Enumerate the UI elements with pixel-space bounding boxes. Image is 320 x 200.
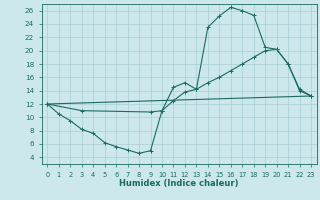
X-axis label: Humidex (Indice chaleur): Humidex (Indice chaleur)	[119, 179, 239, 188]
